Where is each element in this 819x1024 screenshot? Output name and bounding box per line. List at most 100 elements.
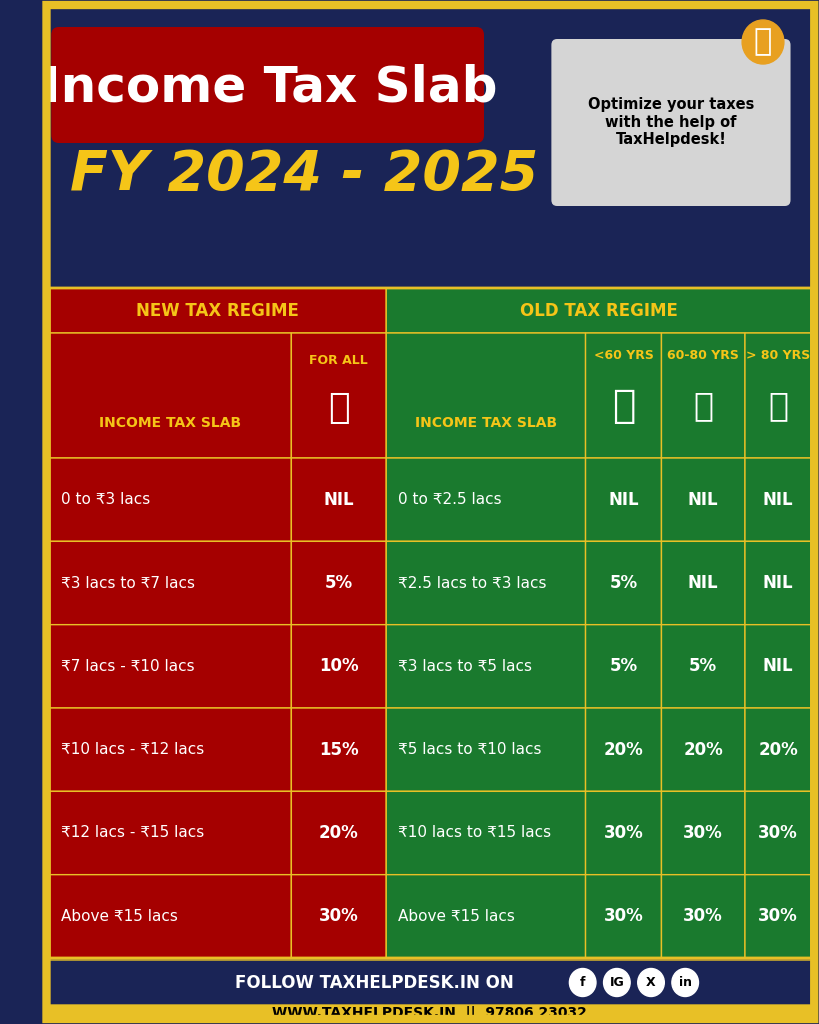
Text: NIL: NIL: [609, 490, 639, 509]
FancyBboxPatch shape: [745, 542, 812, 625]
FancyBboxPatch shape: [387, 542, 586, 625]
Text: NEW TAX REGIME: NEW TAX REGIME: [136, 301, 299, 319]
FancyBboxPatch shape: [745, 458, 812, 542]
Text: 20%: 20%: [758, 740, 798, 759]
Text: <60 YRS: <60 YRS: [594, 349, 654, 362]
Text: ₹10 lacs - ₹12 lacs: ₹10 lacs - ₹12 lacs: [61, 742, 204, 757]
Text: 30%: 30%: [758, 907, 798, 926]
Text: NIL: NIL: [762, 574, 794, 592]
FancyBboxPatch shape: [49, 8, 812, 283]
Text: X: X: [646, 976, 656, 989]
Text: NIL: NIL: [688, 490, 718, 509]
FancyBboxPatch shape: [292, 542, 387, 625]
Text: in: in: [679, 976, 692, 989]
Text: 20%: 20%: [604, 740, 644, 759]
FancyBboxPatch shape: [586, 458, 662, 542]
FancyBboxPatch shape: [49, 333, 292, 458]
Text: 5%: 5%: [609, 657, 637, 676]
Text: OLD TAX REGIME: OLD TAX REGIME: [520, 301, 678, 319]
FancyBboxPatch shape: [49, 708, 292, 792]
Text: FOLLOW TAXHELPDESK.IN ON: FOLLOW TAXHELPDESK.IN ON: [234, 974, 514, 991]
FancyBboxPatch shape: [662, 333, 745, 458]
Text: ₹12 lacs - ₹15 lacs: ₹12 lacs - ₹15 lacs: [61, 825, 204, 841]
FancyBboxPatch shape: [52, 27, 484, 143]
FancyBboxPatch shape: [586, 542, 662, 625]
Text: IG: IG: [609, 976, 624, 989]
FancyBboxPatch shape: [586, 874, 662, 958]
Circle shape: [742, 20, 784, 63]
Text: 5%: 5%: [324, 574, 353, 592]
FancyBboxPatch shape: [745, 333, 812, 458]
Text: 30%: 30%: [683, 907, 723, 926]
Circle shape: [638, 969, 664, 996]
Text: Optimize your taxes
with the help of
TaxHelpdesk!: Optimize your taxes with the help of Tax…: [588, 97, 754, 146]
Text: ₹3 lacs to ₹5 lacs: ₹3 lacs to ₹5 lacs: [398, 658, 532, 674]
FancyBboxPatch shape: [662, 458, 745, 542]
Text: 0 to ₹3 lacs: 0 to ₹3 lacs: [61, 493, 150, 507]
Text: FY 2024 - 2025: FY 2024 - 2025: [70, 148, 538, 202]
Text: NIL: NIL: [762, 657, 794, 676]
Text: 30%: 30%: [319, 907, 359, 926]
Text: NIL: NIL: [688, 574, 718, 592]
FancyBboxPatch shape: [387, 333, 586, 458]
FancyBboxPatch shape: [586, 625, 662, 708]
Text: Above ₹15 lacs: Above ₹15 lacs: [61, 909, 178, 924]
FancyBboxPatch shape: [49, 458, 292, 542]
Text: 🔔: 🔔: [753, 28, 772, 56]
Text: 👫: 👫: [693, 389, 713, 422]
Text: 30%: 30%: [604, 824, 644, 842]
Text: 5%: 5%: [689, 657, 717, 676]
Text: 20%: 20%: [319, 824, 359, 842]
Text: 10%: 10%: [319, 657, 359, 676]
FancyBboxPatch shape: [662, 542, 745, 625]
Text: ₹5 lacs to ₹10 lacs: ₹5 lacs to ₹10 lacs: [398, 742, 541, 757]
FancyBboxPatch shape: [551, 39, 790, 206]
Text: 👴: 👴: [768, 389, 788, 422]
FancyBboxPatch shape: [586, 792, 662, 874]
FancyBboxPatch shape: [387, 625, 586, 708]
FancyBboxPatch shape: [49, 792, 292, 874]
Text: 30%: 30%: [604, 907, 644, 926]
Text: 30%: 30%: [758, 824, 798, 842]
FancyBboxPatch shape: [49, 288, 387, 333]
FancyBboxPatch shape: [292, 333, 387, 458]
Text: ₹7 lacs - ₹10 lacs: ₹7 lacs - ₹10 lacs: [61, 658, 194, 674]
Text: f: f: [580, 976, 586, 989]
FancyBboxPatch shape: [662, 625, 745, 708]
Text: 5%: 5%: [609, 574, 637, 592]
Text: NIL: NIL: [324, 490, 354, 509]
FancyBboxPatch shape: [292, 458, 387, 542]
FancyBboxPatch shape: [49, 1005, 812, 1022]
Circle shape: [569, 969, 596, 996]
FancyBboxPatch shape: [292, 708, 387, 792]
FancyBboxPatch shape: [586, 333, 662, 458]
FancyBboxPatch shape: [387, 792, 586, 874]
FancyBboxPatch shape: [292, 792, 387, 874]
Text: > 80 YRS: > 80 YRS: [746, 349, 810, 362]
Text: Above ₹15 lacs: Above ₹15 lacs: [398, 909, 514, 924]
FancyBboxPatch shape: [49, 542, 292, 625]
FancyBboxPatch shape: [49, 961, 812, 1005]
Text: ₹2.5 lacs to ₹3 lacs: ₹2.5 lacs to ₹3 lacs: [398, 575, 546, 591]
FancyBboxPatch shape: [387, 288, 812, 333]
Text: 20%: 20%: [683, 740, 723, 759]
FancyBboxPatch shape: [387, 874, 586, 958]
FancyBboxPatch shape: [662, 874, 745, 958]
FancyBboxPatch shape: [745, 874, 812, 958]
Text: WWW.TAXHELPDESK.IN  ||  97806 23032: WWW.TAXHELPDESK.IN || 97806 23032: [273, 1007, 587, 1021]
FancyBboxPatch shape: [49, 625, 292, 708]
Text: INCOME TAX SLAB: INCOME TAX SLAB: [99, 416, 242, 430]
Text: ₹3 lacs to ₹7 lacs: ₹3 lacs to ₹7 lacs: [61, 575, 195, 591]
Text: ₹10 lacs to ₹15 lacs: ₹10 lacs to ₹15 lacs: [398, 825, 550, 841]
Text: 60-80 YRS: 60-80 YRS: [667, 349, 740, 362]
Text: Income Tax Slab: Income Tax Slab: [42, 63, 497, 111]
Circle shape: [604, 969, 630, 996]
Text: 👪: 👪: [328, 391, 350, 425]
Circle shape: [672, 969, 699, 996]
Text: FOR ALL: FOR ALL: [310, 354, 369, 367]
Text: 🧑: 🧑: [612, 386, 636, 425]
FancyBboxPatch shape: [662, 708, 745, 792]
FancyBboxPatch shape: [292, 874, 387, 958]
Text: 0 to ₹2.5 lacs: 0 to ₹2.5 lacs: [398, 493, 501, 507]
Text: 15%: 15%: [319, 740, 359, 759]
